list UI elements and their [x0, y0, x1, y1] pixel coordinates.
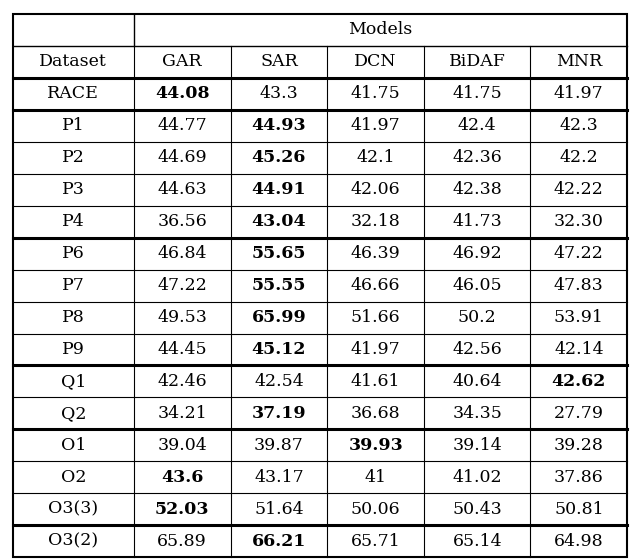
Text: GAR: GAR: [163, 53, 202, 71]
Text: O2: O2: [61, 469, 86, 486]
Text: 39.04: 39.04: [157, 437, 207, 454]
Text: 53.91: 53.91: [554, 309, 604, 326]
Text: 64.98: 64.98: [554, 533, 604, 550]
Text: 39.93: 39.93: [348, 437, 403, 454]
Text: O3(2): O3(2): [48, 533, 99, 550]
Text: 51.66: 51.66: [351, 309, 401, 326]
Text: 51.64: 51.64: [254, 501, 304, 518]
Text: 41.02: 41.02: [452, 469, 502, 486]
Text: P6: P6: [62, 245, 84, 262]
Text: 42.38: 42.38: [452, 181, 502, 198]
Text: P7: P7: [62, 277, 84, 294]
Text: P8: P8: [62, 309, 84, 326]
Text: 44.45: 44.45: [157, 341, 207, 358]
Text: 34.35: 34.35: [452, 405, 502, 422]
Text: P1: P1: [62, 118, 84, 134]
Text: 37.19: 37.19: [252, 405, 306, 422]
Text: 42.4: 42.4: [458, 118, 497, 134]
Text: P9: P9: [62, 341, 84, 358]
Text: 42.14: 42.14: [554, 341, 604, 358]
Text: 43.04: 43.04: [252, 213, 306, 230]
Text: 43.17: 43.17: [254, 469, 304, 486]
Text: 42.3: 42.3: [559, 118, 598, 134]
Text: DCN: DCN: [355, 53, 397, 71]
Text: MNR: MNR: [556, 53, 602, 71]
Text: 41.61: 41.61: [351, 373, 401, 390]
Text: 41.97: 41.97: [351, 118, 401, 134]
Text: 39.28: 39.28: [554, 437, 604, 454]
Text: 52.03: 52.03: [155, 501, 209, 518]
Text: 46.05: 46.05: [452, 277, 502, 294]
Text: RACE: RACE: [47, 85, 99, 102]
Text: 65.99: 65.99: [252, 309, 307, 326]
Text: 42.36: 42.36: [452, 150, 502, 166]
Text: 55.55: 55.55: [252, 277, 306, 294]
Text: 39.87: 39.87: [254, 437, 304, 454]
Text: 42.56: 42.56: [452, 341, 502, 358]
Text: 50.2: 50.2: [458, 309, 497, 326]
Text: 45.26: 45.26: [252, 150, 306, 166]
Text: 41.97: 41.97: [554, 85, 604, 102]
Text: 46.92: 46.92: [452, 245, 502, 262]
Text: SAR: SAR: [260, 53, 298, 71]
Text: 36.56: 36.56: [157, 213, 207, 230]
Text: 50.43: 50.43: [452, 501, 502, 518]
Text: 46.39: 46.39: [351, 245, 401, 262]
Text: 41.75: 41.75: [351, 85, 401, 102]
Text: O3(3): O3(3): [48, 501, 99, 518]
Text: P2: P2: [62, 150, 84, 166]
Text: 65.71: 65.71: [351, 533, 401, 550]
Text: 44.93: 44.93: [252, 118, 306, 134]
Text: 42.46: 42.46: [157, 373, 207, 390]
Text: 66.21: 66.21: [252, 533, 306, 550]
Text: 41: 41: [365, 469, 387, 486]
Text: 65.89: 65.89: [157, 533, 207, 550]
Text: 42.62: 42.62: [552, 373, 606, 390]
Text: 50.81: 50.81: [554, 501, 604, 518]
Text: 65.14: 65.14: [452, 533, 502, 550]
Text: 47.22: 47.22: [157, 277, 207, 294]
Text: 41.97: 41.97: [351, 341, 401, 358]
Text: 42.06: 42.06: [351, 181, 401, 198]
Text: BiDAF: BiDAF: [449, 53, 506, 71]
Text: 47.83: 47.83: [554, 277, 604, 294]
Text: 42.2: 42.2: [559, 150, 598, 166]
Text: 42.22: 42.22: [554, 181, 604, 198]
Text: 44.63: 44.63: [157, 181, 207, 198]
Text: Q2: Q2: [61, 405, 86, 422]
Text: 44.08: 44.08: [155, 85, 209, 102]
Text: 44.69: 44.69: [157, 150, 207, 166]
Text: Models: Models: [348, 21, 413, 39]
Text: 49.53: 49.53: [157, 309, 207, 326]
Text: 47.22: 47.22: [554, 245, 604, 262]
Text: 43.6: 43.6: [161, 469, 204, 486]
Text: 55.65: 55.65: [252, 245, 306, 262]
Text: 41.73: 41.73: [452, 213, 502, 230]
Text: P4: P4: [62, 213, 84, 230]
Text: 40.64: 40.64: [452, 373, 502, 390]
Text: 46.66: 46.66: [351, 277, 401, 294]
Text: 44.91: 44.91: [252, 181, 306, 198]
Text: 34.21: 34.21: [157, 405, 207, 422]
Text: 36.68: 36.68: [351, 405, 401, 422]
Text: 39.14: 39.14: [452, 437, 502, 454]
Text: P3: P3: [62, 181, 84, 198]
Text: O1: O1: [61, 437, 86, 454]
Text: 42.1: 42.1: [356, 150, 395, 166]
Text: 44.77: 44.77: [157, 118, 207, 134]
Text: 27.79: 27.79: [554, 405, 604, 422]
Text: 46.84: 46.84: [157, 245, 207, 262]
Text: Dataset: Dataset: [40, 53, 107, 71]
Text: 43.3: 43.3: [259, 85, 298, 102]
Text: 45.12: 45.12: [252, 341, 306, 358]
Text: 41.75: 41.75: [452, 85, 502, 102]
Text: Q1: Q1: [61, 373, 86, 390]
Text: 32.18: 32.18: [351, 213, 401, 230]
Text: 42.54: 42.54: [254, 373, 304, 390]
Text: 50.06: 50.06: [351, 501, 401, 518]
Text: 32.30: 32.30: [554, 213, 604, 230]
Text: 37.86: 37.86: [554, 469, 604, 486]
